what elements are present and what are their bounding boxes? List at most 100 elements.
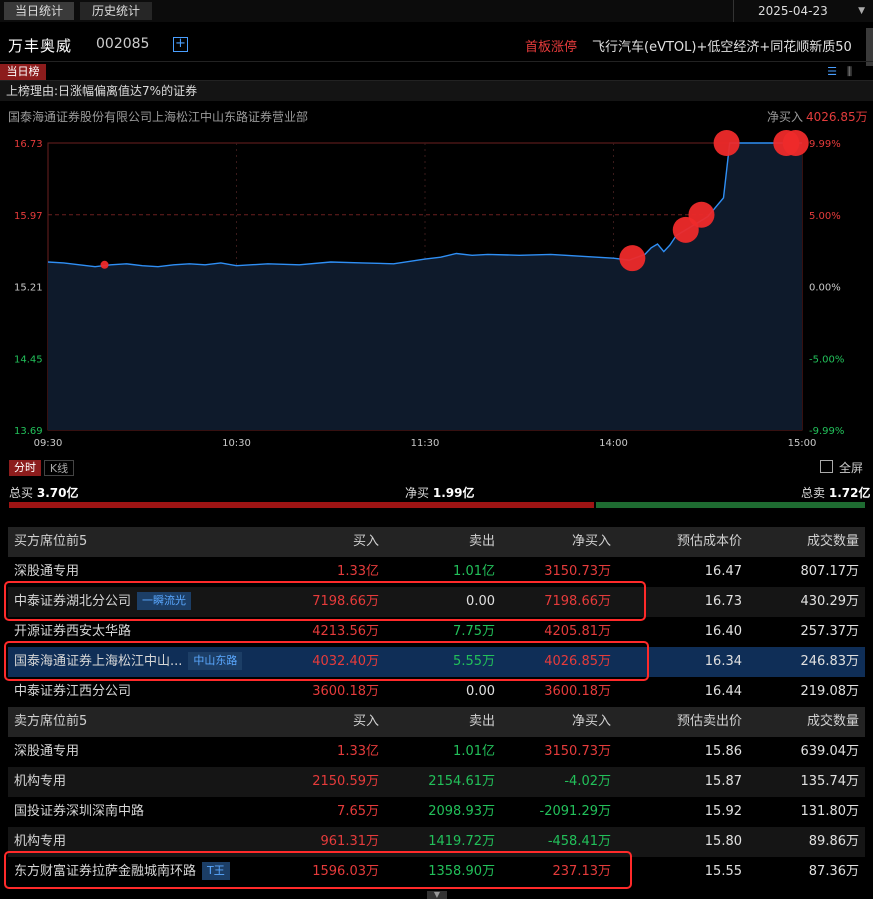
x-tick-label: 10:30 xyxy=(222,438,251,449)
seat-name: 东方财富证券拉萨金融城南环路 T王 xyxy=(14,857,230,887)
value-cell: -2091.29万 xyxy=(539,804,611,819)
x-tick-label: 15:00 xyxy=(788,438,817,449)
seat-name: 机构专用 xyxy=(14,827,66,857)
header-cell: 买入 xyxy=(352,534,379,549)
rank-bar: 当日榜 ☰ ⫼ xyxy=(0,61,873,81)
y-tick-label: 14.45 xyxy=(14,354,43,365)
seat-name: 机构专用 xyxy=(14,767,66,797)
limit-up-tag: 首板涨停 xyxy=(525,40,578,55)
seat-badge[interactable]: 中山东路 xyxy=(188,652,243,670)
concept-text[interactable]: 飞行汽车(eVTOL)+低空经济+同花顺新质50 xyxy=(592,40,852,55)
pct-tick-label: -9.99% xyxy=(809,426,844,437)
tab-kline[interactable]: K线 xyxy=(44,460,74,476)
total-buy-value: 3.70亿 xyxy=(36,486,79,500)
value-cell: 15.55 xyxy=(704,864,742,879)
seat-name-text: 中泰证券湖北分公司 xyxy=(14,594,132,609)
sell-table-header: 卖方席位前5 买入 卖出 净买入 预估卖出价 成交数量 xyxy=(8,707,865,737)
value-cell: 4205.81万 xyxy=(544,624,611,639)
seat-badge[interactable]: 一瞬流光 xyxy=(137,592,192,610)
intraday-chart[interactable]: 16.73 9.99% 15.97 5.00% 15.21 0.00% 14.45 -5.00… xyxy=(0,128,873,458)
sell-table-row[interactable]: 机构专用 2150.59万 2154.61万 -4.02万 15.87 135.74万 xyxy=(8,767,865,797)
add-watchlist-icon[interactable]: + xyxy=(173,37,188,52)
seat-name: 中泰证券江西分公司 xyxy=(14,677,131,707)
value-cell: 135.74万 xyxy=(800,774,860,789)
value-cell: 1596.03万 xyxy=(312,864,379,879)
value-cell: 7.65万 xyxy=(337,804,379,819)
broker-name: 国泰海通证券股份有限公司上海松江中山东路证券营业部 xyxy=(8,110,309,124)
tab-today-stats[interactable]: 当日统计 xyxy=(4,2,74,20)
value-cell: 3600.18万 xyxy=(544,684,611,699)
buy-table-header: 买方席位前5 买入 卖出 净买入 预估成本价 成交数量 xyxy=(8,527,865,557)
x-tick-label: 09:30 xyxy=(34,438,63,449)
buy-table-row[interactable]: 中泰证券江西分公司 3600.18万 0.00 3600.18万 16.44 219.08… xyxy=(8,677,865,707)
trade-marker xyxy=(782,130,809,156)
net-buy-sum-label: 净买 xyxy=(405,486,430,500)
value-cell: 246.83万 xyxy=(800,654,860,669)
total-sell-label: 总卖 xyxy=(801,486,826,500)
value-cell: 3150.73万 xyxy=(544,744,611,759)
sell-table-row[interactable]: 深股通专用 1.33亿 1.01亿 3150.73万 15.86 639.04万 xyxy=(8,737,865,767)
value-cell: 1.33亿 xyxy=(337,564,379,579)
highlight-box xyxy=(4,641,649,681)
fullscreen-icon[interactable] xyxy=(820,460,833,473)
seat-name-text: 机构专用 xyxy=(14,834,67,849)
value-cell: 4213.56万 xyxy=(312,624,379,639)
sell-table-row[interactable]: 东方财富证券拉萨金融城南环路 T王 1596.03万 1358.90万 237.13万 1… xyxy=(8,857,865,887)
chart-view-icon[interactable]: ⫼ xyxy=(847,65,853,78)
buy-table-row[interactable]: 开源证券西安太华路 4213.56万 7.75万 4205.81万 16.40 257.3… xyxy=(8,617,865,647)
header-cell: 卖方席位前5 xyxy=(14,707,87,737)
stock-header: 万丰奥威 002085 + 首板涨停 飞行汽车(eVTOL)+低空经济+同花顺新… xyxy=(0,28,873,60)
buy-table-row[interactable]: 国泰海通证券上海松江中山... 中山东路 4032.40万 5.55万 4026.85万… xyxy=(8,647,865,677)
buy-table-row[interactable]: 深股通专用 1.33亿 1.01亿 3150.73万 16.47 807.17万 xyxy=(8,557,865,587)
header-cell: 买方席位前5 xyxy=(14,527,87,557)
seat-name-text: 买方席位前5 xyxy=(14,534,88,549)
value-cell: 1.01亿 xyxy=(453,564,495,579)
value-cell: 7.75万 xyxy=(453,624,495,639)
seat-name: 中泰证券湖北分公司 一瞬流光 xyxy=(14,587,192,617)
value-cell: 1358.90万 xyxy=(428,864,495,879)
y-tick-label: 15.97 xyxy=(14,211,43,222)
buy-ratio-bar xyxy=(9,502,594,508)
seat-name: 深股通专用 xyxy=(14,737,79,767)
tab-history-stats[interactable]: 历史统计 xyxy=(80,2,152,20)
trade-marker xyxy=(100,260,109,269)
seat-name-text: 深股通专用 xyxy=(14,744,80,759)
value-cell: 2154.61万 xyxy=(428,774,495,789)
value-cell: 87.36万 xyxy=(808,864,859,879)
value-cell: 237.13万 xyxy=(552,864,612,879)
value-cell: 1.33亿 xyxy=(337,744,379,759)
y-tick-label: 13.69 xyxy=(14,426,43,437)
value-cell: 5.55万 xyxy=(453,654,495,669)
header-cell: 预估成本价 xyxy=(676,534,742,549)
net-buy: 净买 1.99亿 xyxy=(405,484,474,501)
listing-reason: 上榜理由:日涨幅偏离值达7%的证券 xyxy=(0,81,873,101)
list-view-icon[interactable]: ☰ xyxy=(827,65,837,78)
scrollbar[interactable] xyxy=(866,28,873,66)
stock-name[interactable]: 万丰奥威 xyxy=(8,37,73,55)
scroll-down-icon[interactable]: ▼ xyxy=(427,891,447,899)
header-cell: 买入 xyxy=(352,714,379,729)
seat-name: 开源证券西安太华路 xyxy=(14,617,131,647)
header-cell: 净买入 xyxy=(571,534,611,549)
value-cell: 219.08万 xyxy=(800,684,860,699)
value-cell: 1.01亿 xyxy=(453,744,495,759)
value-cell: 257.37万 xyxy=(800,624,860,639)
date-selector[interactable]: 2025-04-23 ▼ xyxy=(733,0,873,22)
value-cell: 7198.66万 xyxy=(312,594,379,609)
header-cell: 成交数量 xyxy=(806,714,859,729)
value-cell: 7198.66万 xyxy=(544,594,611,609)
y-tick-label: 15.21 xyxy=(14,283,43,294)
price-area xyxy=(48,143,802,430)
fullscreen-label[interactable]: 全屏 xyxy=(839,461,864,475)
buy-table-row[interactable]: 中泰证券湖北分公司 一瞬流光 7198.66万 0.00 7198.66万 16.73 43… xyxy=(8,587,865,617)
top-bar: 当日统计 历史统计 2025-04-23 ▼ xyxy=(0,0,873,22)
pct-tick-label: 9.99% xyxy=(809,139,841,150)
tab-daily-rank[interactable]: 当日榜 xyxy=(0,64,46,80)
sell-table-row[interactable]: 国投证券深圳深南中路 7.65万 2098.93万 -2091.29万 15.92 131… xyxy=(8,797,865,827)
seat-name-text: 卖方席位前5 xyxy=(14,714,88,729)
seat-badge[interactable]: T王 xyxy=(202,862,230,880)
value-cell: 430.29万 xyxy=(800,594,860,609)
value-cell: 131.80万 xyxy=(800,804,860,819)
value-cell: 2150.59万 xyxy=(312,774,379,789)
tab-fenshi[interactable]: 分时 xyxy=(9,460,41,476)
